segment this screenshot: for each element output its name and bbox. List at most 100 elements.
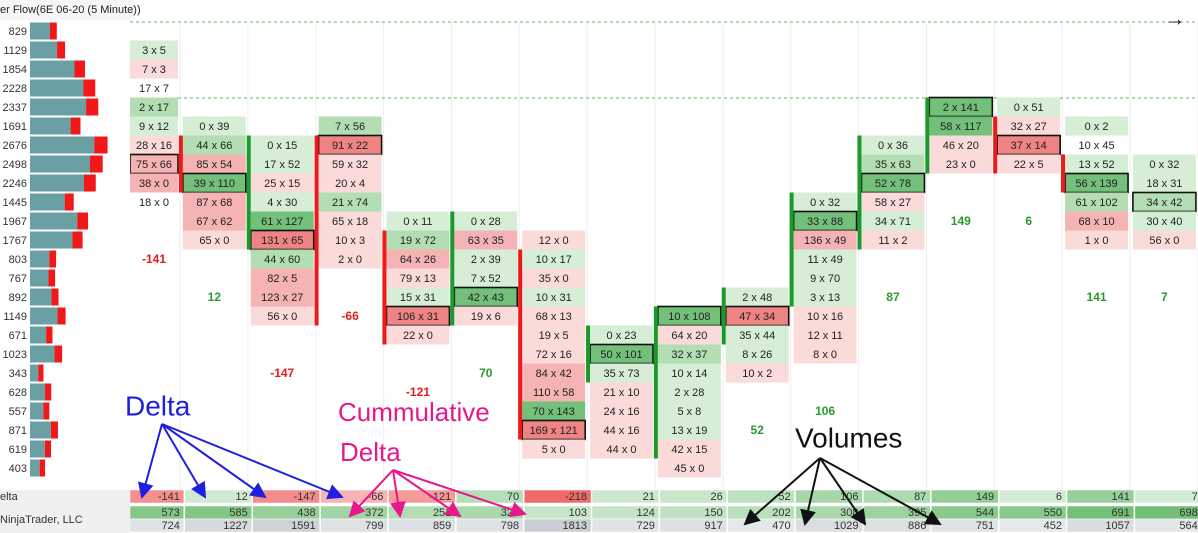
cell-text: 12 x 0 bbox=[539, 235, 569, 247]
profile-bar-accent bbox=[94, 136, 108, 154]
profile-bar bbox=[30, 421, 51, 439]
cell bbox=[318, 173, 382, 193]
cell-text: 19 x 5 bbox=[539, 330, 569, 342]
cell bbox=[793, 306, 857, 326]
summary: -141 12 -147 -66 -121 70 -218 21 26 52 106 87 149 6 14… bbox=[0, 489, 1198, 533]
cell bbox=[1132, 173, 1196, 193]
cell-text: 7 x 3 bbox=[142, 64, 166, 76]
cell-text: 0 x 11 bbox=[403, 216, 432, 228]
summary-value: 917 bbox=[704, 520, 722, 532]
cell bbox=[454, 268, 518, 288]
profile-label: 343 bbox=[9, 368, 27, 380]
cell bbox=[1065, 135, 1129, 155]
cell-text: 10 x 2 bbox=[742, 368, 772, 380]
cell bbox=[1065, 230, 1129, 250]
summary-value: 698 bbox=[1179, 507, 1197, 519]
cell bbox=[793, 325, 857, 345]
profile-bar-accent bbox=[83, 79, 96, 97]
cell bbox=[454, 306, 518, 326]
cell-text: 38 x 0 bbox=[139, 178, 169, 190]
cell-text: 65 x 0 bbox=[199, 235, 229, 247]
cell bbox=[318, 116, 382, 136]
cell-text: 35 x 0 bbox=[539, 273, 569, 285]
cell bbox=[793, 268, 857, 288]
summary-value: 372 bbox=[365, 507, 383, 519]
cell-text: 46 x 20 bbox=[943, 140, 979, 152]
cell bbox=[130, 192, 178, 212]
cell bbox=[590, 363, 654, 383]
profile-bar-accent bbox=[74, 60, 85, 78]
cell-text: 35 x 44 bbox=[739, 330, 775, 342]
summary-cell bbox=[931, 518, 999, 533]
cell bbox=[522, 363, 586, 383]
cell-text: 20 x 4 bbox=[335, 178, 365, 190]
cell-text: 42 x 15 bbox=[671, 444, 707, 456]
summary-value: 544 bbox=[976, 507, 994, 519]
profile-bar bbox=[30, 174, 84, 192]
cell-text: 65 x 18 bbox=[332, 216, 368, 228]
cell bbox=[929, 116, 993, 136]
profile-bar-accent bbox=[64, 193, 74, 211]
summary-value: 124 bbox=[637, 507, 655, 519]
cell-text: 10 x 31 bbox=[536, 292, 572, 304]
cell-text: 91 x 22 bbox=[332, 140, 368, 152]
cell bbox=[1132, 211, 1196, 231]
cell-text: 21 x 10 bbox=[603, 387, 639, 399]
profile-bar bbox=[30, 98, 87, 116]
cell-text: 0 x 51 bbox=[1014, 102, 1044, 114]
profile-bar-accent bbox=[45, 383, 52, 401]
cell bbox=[318, 249, 382, 269]
cell bbox=[182, 192, 246, 212]
cell bbox=[861, 154, 925, 174]
profile-label: 892 bbox=[9, 292, 27, 304]
column-delta: 7 bbox=[1161, 290, 1168, 304]
cell-text: 0 x 28 bbox=[471, 216, 501, 228]
summary-value: 1591 bbox=[291, 520, 315, 532]
cell bbox=[182, 211, 246, 231]
cell bbox=[861, 135, 925, 155]
cell-text: 25 x 15 bbox=[264, 178, 300, 190]
cell-text: 5 x 0 bbox=[542, 444, 566, 456]
cell bbox=[250, 211, 314, 231]
annotation: Volumes bbox=[795, 422, 902, 453]
cell bbox=[130, 40, 178, 60]
cell bbox=[861, 211, 925, 231]
cell-text: 106 x 31 bbox=[397, 311, 439, 323]
cell bbox=[386, 287, 450, 307]
profile-bar bbox=[30, 383, 46, 401]
cell-text: 169 x 121 bbox=[529, 425, 577, 437]
cell-text: 7 x 52 bbox=[471, 273, 501, 285]
summary-cell bbox=[659, 489, 727, 504]
nav-arrow[interactable]: → bbox=[1165, 8, 1185, 30]
cell bbox=[454, 230, 518, 250]
cell-text: 35 x 73 bbox=[603, 368, 639, 380]
candle-body bbox=[382, 230, 387, 345]
cell bbox=[861, 192, 925, 212]
cell bbox=[250, 287, 314, 307]
summary-cell bbox=[1066, 518, 1135, 533]
cell bbox=[725, 363, 789, 383]
cell bbox=[997, 154, 1061, 174]
cell bbox=[130, 97, 178, 117]
cell-text: 22 x 5 bbox=[1014, 159, 1044, 171]
summary-cell bbox=[591, 489, 660, 504]
summary-label: elta bbox=[0, 491, 19, 503]
column-delta: 141 bbox=[1087, 290, 1107, 304]
cell-text: 10 x 3 bbox=[335, 235, 365, 247]
profile-bar-accent bbox=[54, 345, 63, 363]
cell-text: 2 x 39 bbox=[471, 254, 501, 266]
profile-label: 1129 bbox=[3, 45, 27, 57]
cell-text: 0 x 36 bbox=[878, 140, 908, 152]
cell bbox=[130, 59, 178, 79]
cell-text: 0 x 32 bbox=[1149, 159, 1179, 171]
arrows bbox=[743, 457, 942, 526]
cell bbox=[1065, 192, 1129, 212]
profile-bar-accent bbox=[57, 307, 66, 325]
candle-body bbox=[789, 192, 794, 307]
cell bbox=[522, 268, 586, 288]
summary-cell bbox=[388, 518, 456, 533]
summary-value: 12 bbox=[235, 491, 247, 503]
candle-body bbox=[246, 135, 251, 250]
